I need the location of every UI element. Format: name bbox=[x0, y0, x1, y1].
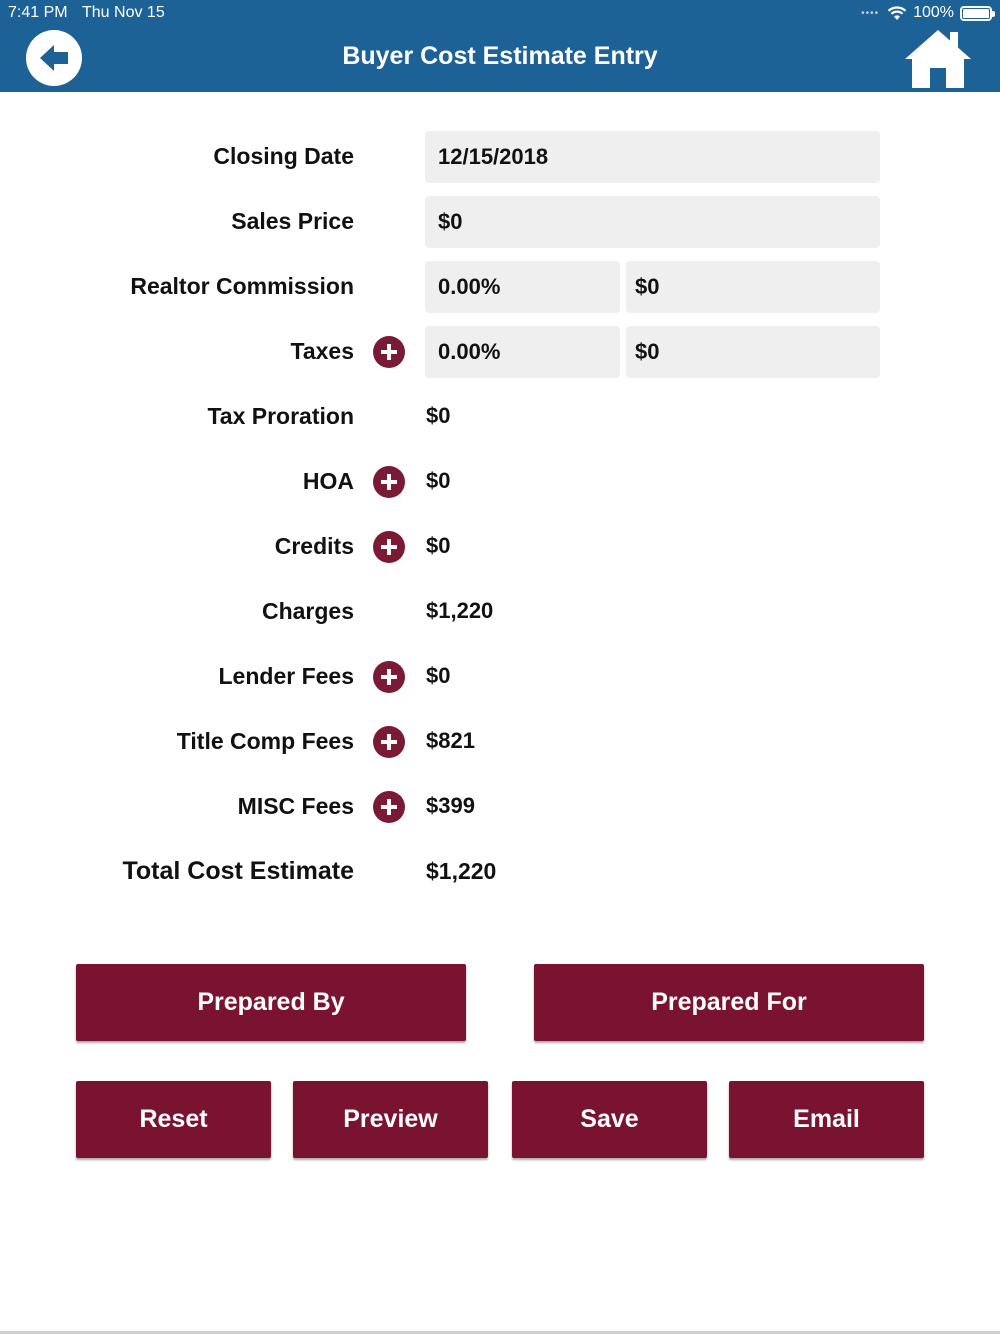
back-button[interactable] bbox=[26, 30, 82, 86]
add-lender-fees-button[interactable] bbox=[373, 661, 405, 693]
save-button[interactable]: Save bbox=[512, 1081, 707, 1158]
add-hoa-button[interactable] bbox=[373, 466, 405, 498]
status-date: Thu Nov 15 bbox=[82, 4, 165, 21]
plus-circle-icon bbox=[381, 344, 397, 360]
header-bar: 7:41 PM Thu Nov 15 •••• 100% Buyer Cost … bbox=[0, 0, 1000, 92]
battery-icon bbox=[960, 5, 995, 21]
add-misc-fees-button[interactable] bbox=[373, 791, 405, 823]
sales-price-field[interactable]: $0 bbox=[425, 196, 880, 248]
preview-button[interactable]: Preview bbox=[293, 1081, 488, 1158]
charges-label: Charges bbox=[261, 598, 354, 624]
prepared-by-button[interactable]: Prepared By bbox=[76, 964, 466, 1041]
add-taxes-button[interactable] bbox=[373, 336, 405, 368]
plus-circle-icon bbox=[381, 734, 397, 750]
tax-proration-label: Tax Proration bbox=[207, 403, 354, 429]
realtor-commission-label: Realtor Commission bbox=[130, 273, 354, 299]
realtor-commission-percent-field[interactable]: 0.00% bbox=[425, 261, 620, 313]
charges-value: $1,220 bbox=[426, 598, 494, 623]
plus-circle-icon bbox=[381, 539, 397, 555]
email-button[interactable]: Email bbox=[729, 1081, 924, 1158]
credits-value: $0 bbox=[426, 533, 451, 558]
plus-circle-icon bbox=[381, 669, 397, 685]
closing-date-label: Closing Date bbox=[213, 143, 354, 169]
title-comp-fees-label: Title Comp Fees bbox=[176, 728, 354, 754]
add-title-comp-fees-button[interactable] bbox=[373, 726, 405, 758]
plus-circle-icon bbox=[381, 474, 397, 490]
closing-date-field[interactable]: 12/15/2018 bbox=[425, 131, 880, 183]
reset-button[interactable]: Reset bbox=[76, 1081, 271, 1158]
page-title: Buyer Cost Estimate Entry bbox=[342, 42, 658, 70]
taxes-amount-field[interactable]: $0 bbox=[626, 326, 880, 378]
lender-fees-label: Lender Fees bbox=[218, 663, 355, 689]
credits-label: Credits bbox=[274, 533, 354, 559]
realtor-commission-amount-field[interactable]: $0 bbox=[626, 261, 880, 313]
battery-percent: 100% bbox=[913, 4, 954, 21]
total-cost-estimate-value: $1,220 bbox=[426, 858, 497, 884]
lender-fees-value: $0 bbox=[426, 663, 451, 688]
status-indicators: •••• 100% bbox=[861, 3, 995, 23]
hoa-value: $0 bbox=[426, 468, 451, 493]
title-comp-fees-value: $821 bbox=[426, 728, 475, 753]
taxes-label: Taxes bbox=[290, 338, 354, 364]
cellular-dots-icon: •••• bbox=[861, 7, 880, 19]
hoa-label: HOA bbox=[302, 468, 354, 494]
status-time: 7:41 PM bbox=[8, 4, 68, 21]
bottom-divider bbox=[0, 1331, 1000, 1334]
taxes-percent-field[interactable]: 0.00% bbox=[425, 326, 620, 378]
add-credits-button[interactable] bbox=[373, 531, 405, 563]
home-button[interactable] bbox=[903, 28, 973, 90]
sales-price-label: Sales Price bbox=[231, 208, 354, 234]
tax-proration-value: $0 bbox=[426, 403, 451, 428]
misc-fees-value: $399 bbox=[426, 793, 475, 818]
home-icon bbox=[905, 30, 971, 88]
plus-circle-icon bbox=[381, 799, 397, 815]
misc-fees-label: MISC Fees bbox=[237, 793, 354, 819]
wifi-icon bbox=[887, 5, 907, 20]
total-cost-estimate-label: Total Cost Estimate bbox=[122, 857, 354, 885]
prepared-for-button[interactable]: Prepared For bbox=[534, 964, 924, 1041]
arrow-left-circle-icon bbox=[40, 45, 68, 71]
